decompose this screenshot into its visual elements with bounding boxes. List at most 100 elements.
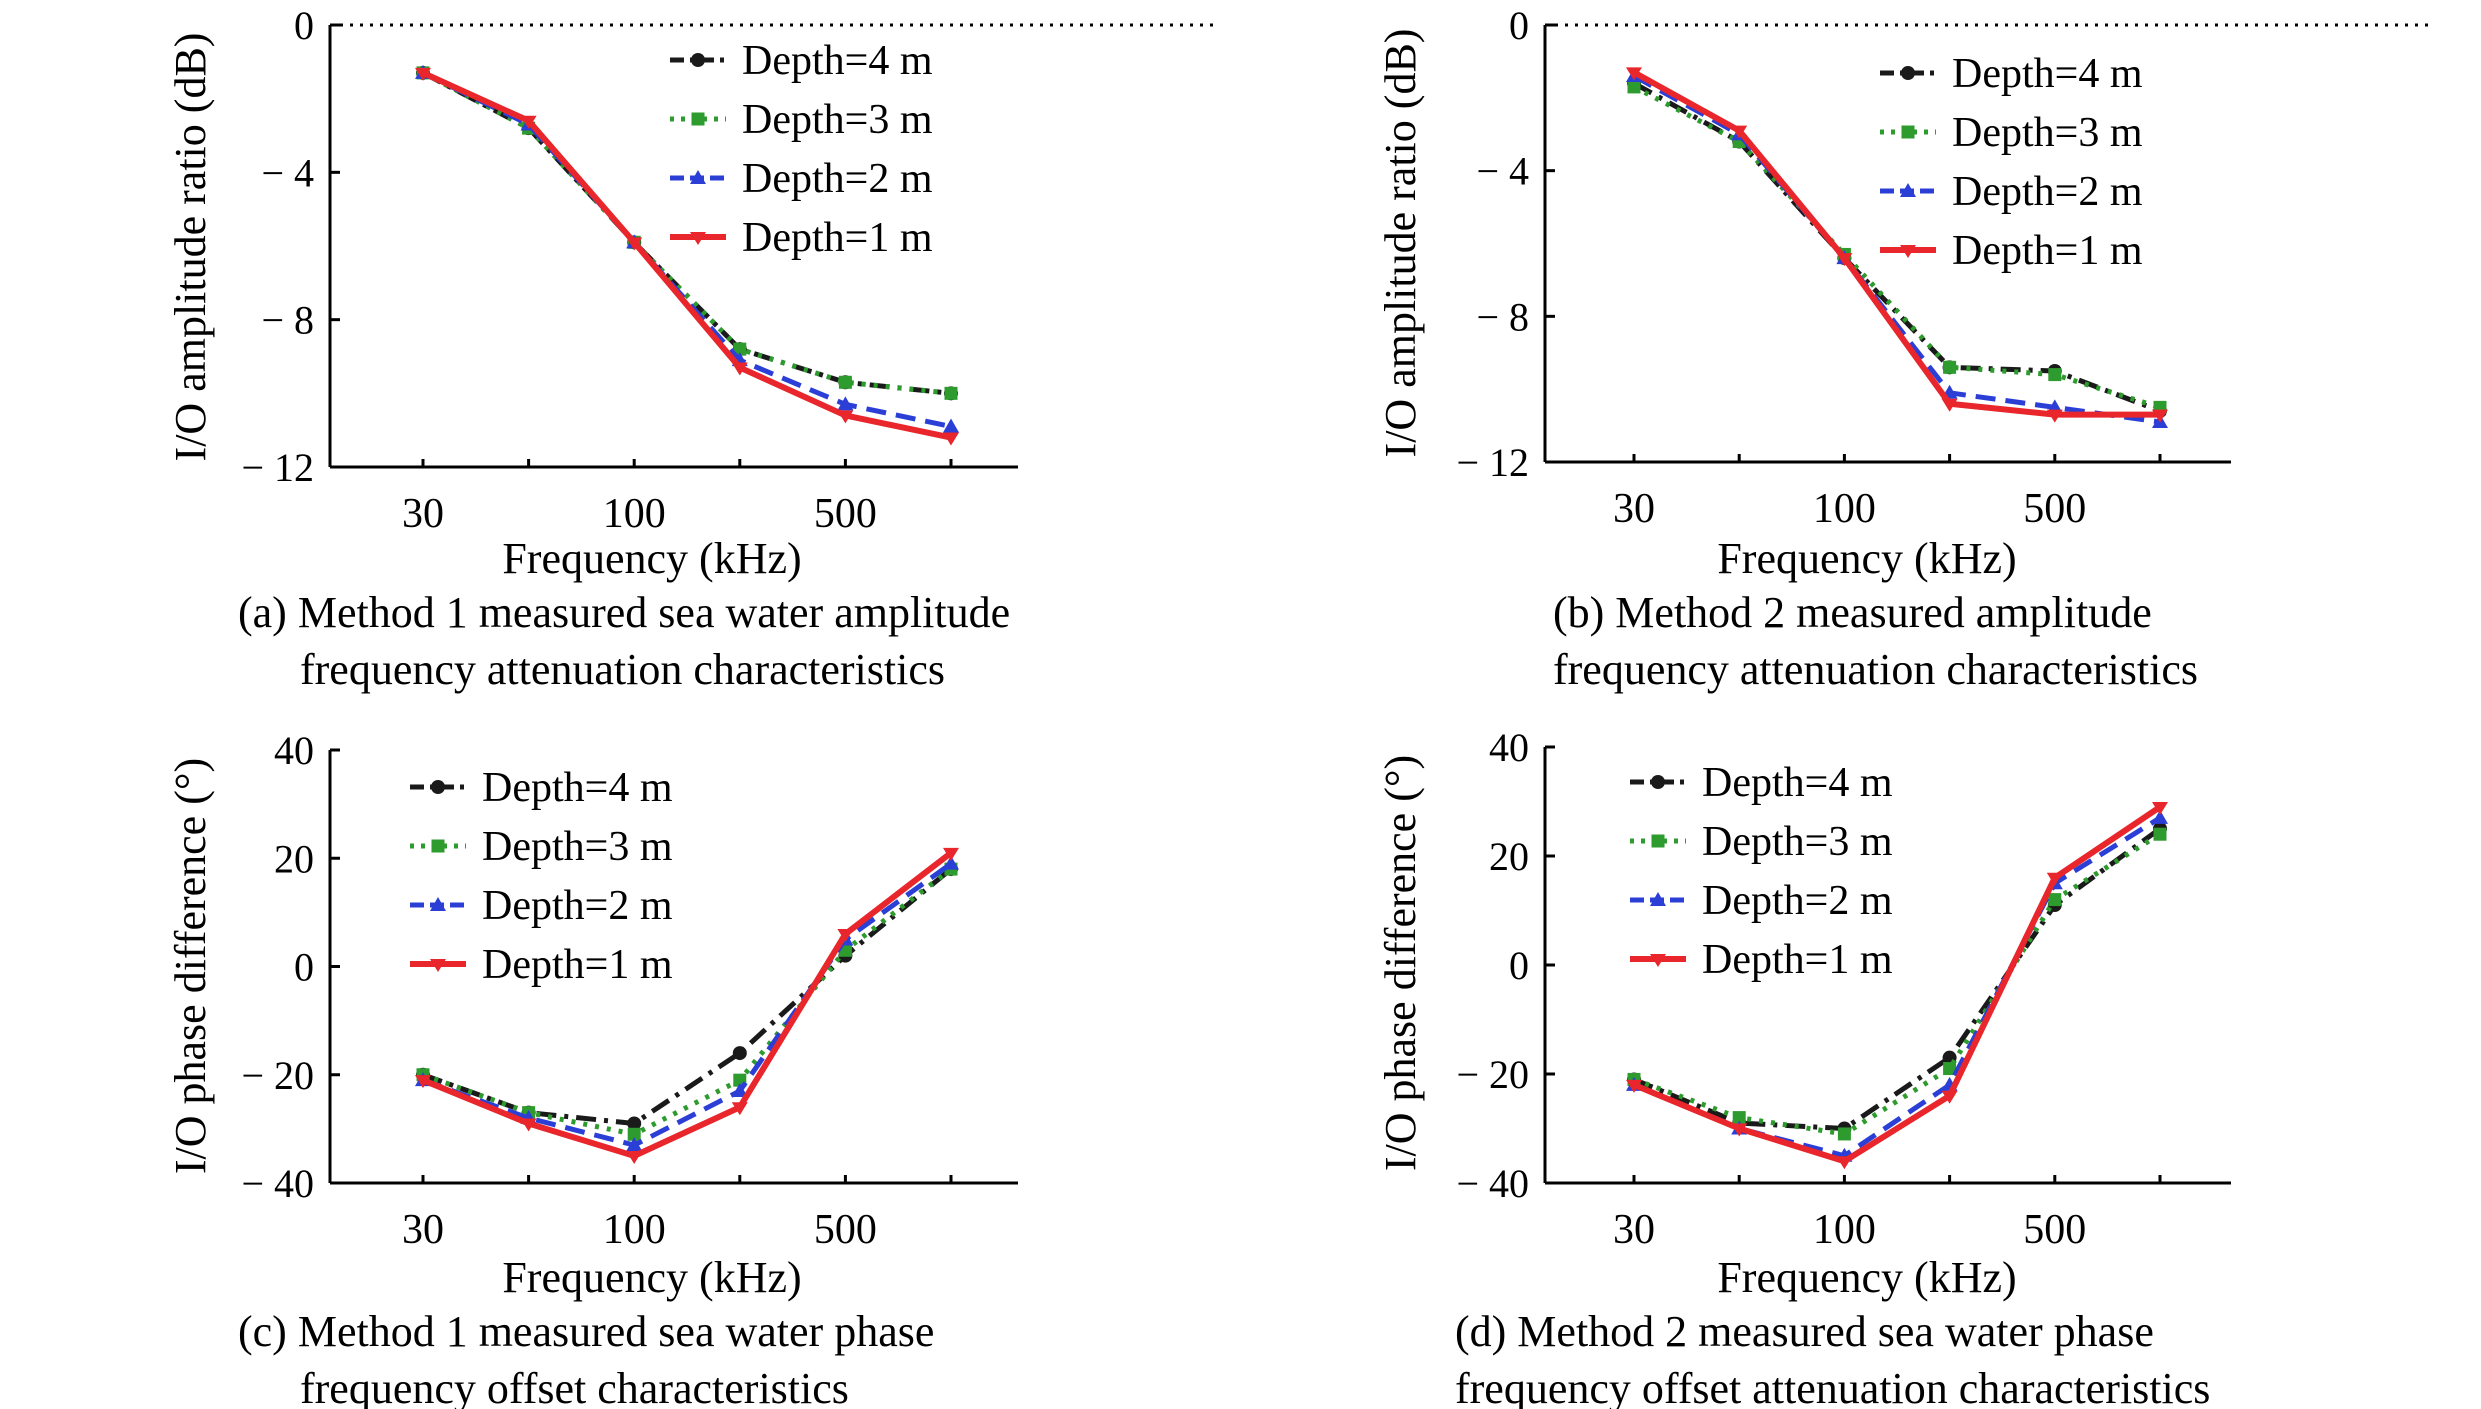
series-line-depth-1m <box>421 70 952 441</box>
figure-caption-line-1: (d) Method 2 measured sea water phase <box>1455 1307 2154 1356</box>
legend-marker <box>691 53 705 67</box>
data-point-depth-3m <box>1943 1062 1957 1076</box>
data-point-depth-1m <box>520 1118 537 1132</box>
data-point-depth-3m <box>627 1127 641 1141</box>
legend-label: Depth=3 m <box>1952 110 2143 156</box>
legend-label: Depth=4 m <box>1952 51 2143 97</box>
legend-entry-depth-3m: Depth=3 m <box>670 97 933 143</box>
y-tick-label: − 4 <box>261 150 314 195</box>
x-tick-label: 100 <box>1813 1207 1876 1253</box>
data-point-depth-3m <box>1837 1127 1851 1141</box>
legend-label: Depth=2 m <box>1952 169 2143 215</box>
legend-marker <box>430 897 446 911</box>
series-line-depth-2m <box>1632 73 2161 425</box>
data-point-depth-1m <box>626 237 643 251</box>
data-point-depth-4m <box>627 1116 642 1131</box>
data-point-depth-2m <box>2152 809 2168 824</box>
x-tick-label: 30 <box>1613 1207 1655 1253</box>
legend-entry-depth-1m: Depth=1 m <box>1880 228 2143 274</box>
legend-label: Depth=3 m <box>742 97 933 143</box>
data-point-depth-1m <box>415 67 431 81</box>
legend-entry-depth-2m: Depth=2 m <box>1880 169 2143 215</box>
legend-label: Depth=1 m <box>1702 937 1893 983</box>
x-axis-label: Frequency (kHz) <box>1717 534 2016 583</box>
legend-label: Depth=1 m <box>1952 228 2143 274</box>
y-tick-label: − 8 <box>261 298 314 343</box>
x-tick-label: 100 <box>603 1207 666 1253</box>
y-tick-label: 0 <box>1509 943 1529 988</box>
y-tick-label: − 12 <box>1456 440 1529 485</box>
data-point-depth-1m <box>1836 253 1853 267</box>
legend-marker <box>1901 66 1915 80</box>
legend-marker <box>1651 775 1665 789</box>
y-tick-label: 0 <box>1509 3 1529 48</box>
legend-entry-depth-4m: Depth=4 m <box>1880 51 2143 97</box>
legend-marker <box>1900 245 1916 258</box>
data-point-depth-3m <box>1943 360 1957 374</box>
legend-entry-depth-2m: Depth=2 m <box>670 156 933 202</box>
x-tick-label: 500 <box>2023 486 2086 532</box>
data-point-depth-1m <box>626 1150 643 1164</box>
x-tick-label: 500 <box>814 1207 877 1253</box>
data-point-depth-3m <box>1627 80 1641 94</box>
y-tick-label: 0 <box>294 945 314 990</box>
data-point-depth-1m <box>731 1102 748 1116</box>
legend-entry-depth-3m: Depth=3 m <box>410 824 673 870</box>
legend-label: Depth=3 m <box>482 824 673 870</box>
legend-marker <box>431 839 445 853</box>
figure-caption-line-2: frequency attenuation characteristics <box>1553 645 2198 694</box>
figure-caption-line-1: (a) Method 1 measured sea water amplitud… <box>238 588 1010 637</box>
legend-marker <box>690 170 706 184</box>
data-point-depth-2m <box>943 855 959 870</box>
series-line-depth-4m <box>422 867 953 1126</box>
data-point-depth-3m <box>944 386 958 400</box>
legend-label: Depth=1 m <box>482 942 673 988</box>
data-point-depth-1m <box>837 929 854 943</box>
data-point-depth-3m <box>838 375 852 389</box>
legend-entry-depth-4m: Depth=4 m <box>410 765 673 811</box>
data-point-depth-1m <box>1941 398 1958 412</box>
x-axis-label: Frequency (kHz) <box>1717 1253 2016 1302</box>
legend-entry-depth-4m: Depth=4 m <box>1630 760 1893 806</box>
figure-caption-line-2: frequency attenuation characteristics <box>300 645 945 694</box>
figure-caption-line-1: (c) Method 1 measured sea water phase <box>238 1307 934 1356</box>
data-point-depth-3m <box>2048 893 2062 907</box>
x-tick-label: 100 <box>1813 486 1876 532</box>
x-tick-label: 30 <box>1613 486 1655 532</box>
legend-label: Depth=2 m <box>742 156 933 202</box>
y-tick-label: 40 <box>274 728 314 773</box>
legend-marker <box>1650 954 1666 967</box>
y-tick-label: − 40 <box>1456 1161 1529 1206</box>
y-tick-label: − 20 <box>1456 1052 1529 1097</box>
legend-marker <box>431 780 445 794</box>
data-point-depth-1m <box>2152 409 2168 423</box>
data-point-depth-1m <box>837 410 854 424</box>
chart-panel-c: 40 20 0 − 20 − 40 30 100 500 Frequency (kHz) I/O … <box>166 728 1018 1409</box>
legend-entry-depth-2m: Depth=2 m <box>410 883 673 929</box>
series-line-depth-3m <box>422 867 953 1137</box>
legend-entry-depth-1m: Depth=1 m <box>670 215 933 261</box>
figure-caption-line-1: (b) Method 2 measured amplitude <box>1553 588 2152 637</box>
data-point-depth-2m <box>731 1082 748 1097</box>
y-axis-label: I/O phase difference (°) <box>1376 755 1425 1171</box>
data-point-depth-1m <box>1941 1090 1958 1104</box>
data-point-depth-3m <box>2153 827 2167 841</box>
legend-marker <box>430 959 446 972</box>
figure-caption-line-2: frequency offset attenuation characteris… <box>1455 1364 2210 1409</box>
x-axis-label: Frequency (kHz) <box>502 534 801 583</box>
y-tick-label: 20 <box>274 836 314 881</box>
data-point-depth-1m <box>520 115 537 129</box>
y-tick-label: 0 <box>294 3 314 48</box>
series-line-depth-3m <box>1632 84 2161 410</box>
legend-label: Depth=1 m <box>742 215 933 261</box>
series-line-depth-2m <box>422 861 953 1148</box>
legend-label: Depth=4 m <box>1702 760 1893 806</box>
y-tick-label: 40 <box>1489 725 1529 770</box>
data-point-depth-1m <box>731 362 748 376</box>
data-point-depth-2m <box>943 418 959 433</box>
y-axis-label: I/O phase difference (°) <box>166 758 215 1174</box>
legend-marker <box>691 112 705 126</box>
y-tick-label: 20 <box>1489 834 1529 879</box>
